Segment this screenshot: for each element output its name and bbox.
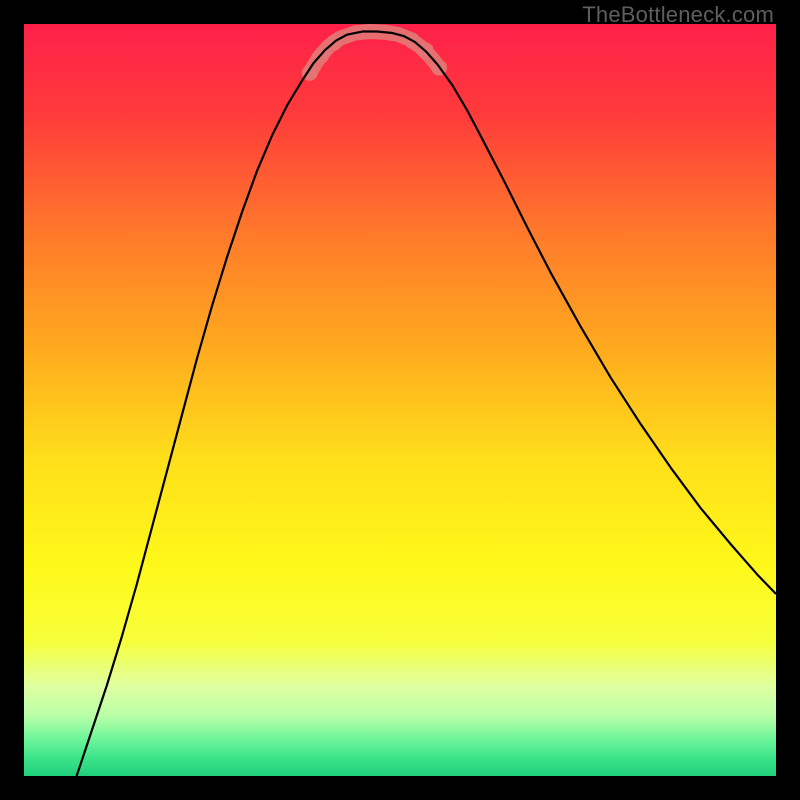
plot-area [24, 24, 776, 776]
gradient-background [24, 24, 776, 776]
chart-frame: TheBottleneck.com [0, 0, 800, 800]
watermark-text: TheBottleneck.com [582, 2, 774, 28]
chart-svg [24, 24, 776, 776]
